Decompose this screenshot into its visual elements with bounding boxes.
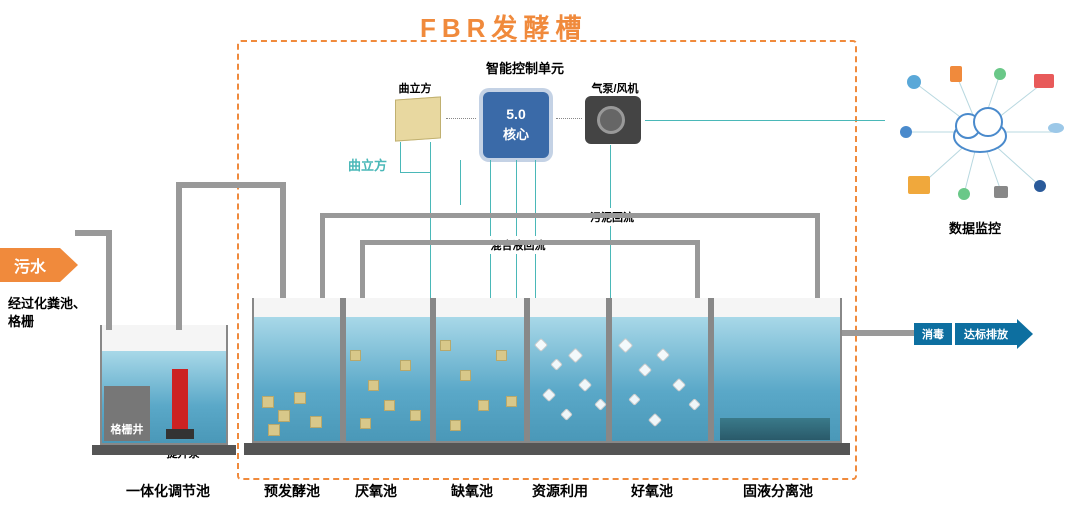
- pretreatment-label: 经过化粪池、格栅: [8, 295, 98, 331]
- mixed-return-label: 混合液回流: [468, 236, 568, 254]
- tank-base-2: [244, 443, 850, 455]
- bottom-label-1: 预发酵池: [252, 481, 332, 501]
- input-label: 污水: [14, 253, 46, 277]
- pit-label: 格栅井: [108, 421, 146, 437]
- bottom-label-0: 一体化调节池: [108, 481, 228, 501]
- input-arrow-head: [60, 248, 78, 282]
- tank-base-1: [92, 445, 236, 455]
- bottom-label-5: 好氧池: [612, 481, 692, 501]
- cloud-network-icon: [890, 60, 1070, 210]
- monitoring-group: [890, 60, 1070, 210]
- core-top: 5.0: [483, 106, 549, 122]
- core-chip: 5.0 核心: [483, 92, 549, 158]
- output-label-1: 消毒: [922, 326, 944, 342]
- pretreatment-tank: 格栅井 提升泵: [100, 325, 228, 445]
- monitoring-label: 数据监控: [930, 218, 1020, 237]
- bottom-label-2: 厌氧池: [336, 481, 416, 501]
- output-arrow-head: [1017, 319, 1033, 349]
- cube-icon: [395, 96, 441, 141]
- bottom-label-3: 缺氧池: [432, 481, 512, 501]
- input-arrow: 污水: [0, 248, 60, 282]
- bottom-label-6: 固液分离池: [728, 481, 828, 501]
- air-pump-label: 气泵/风机: [580, 80, 650, 96]
- core-bot: 核心: [483, 124, 549, 143]
- output-label-2: 达标排放: [964, 326, 1008, 342]
- side-cube-label: 曲立方: [348, 155, 387, 174]
- bottom-label-4: 资源利用: [520, 481, 600, 501]
- output-box-1: 消毒: [914, 323, 952, 345]
- output-box-2: 达标排放: [955, 323, 1017, 345]
- air-pump-icon: [585, 96, 641, 144]
- cube-label: 曲立方: [385, 80, 445, 96]
- control-unit-label: 智能控制单元: [465, 58, 585, 77]
